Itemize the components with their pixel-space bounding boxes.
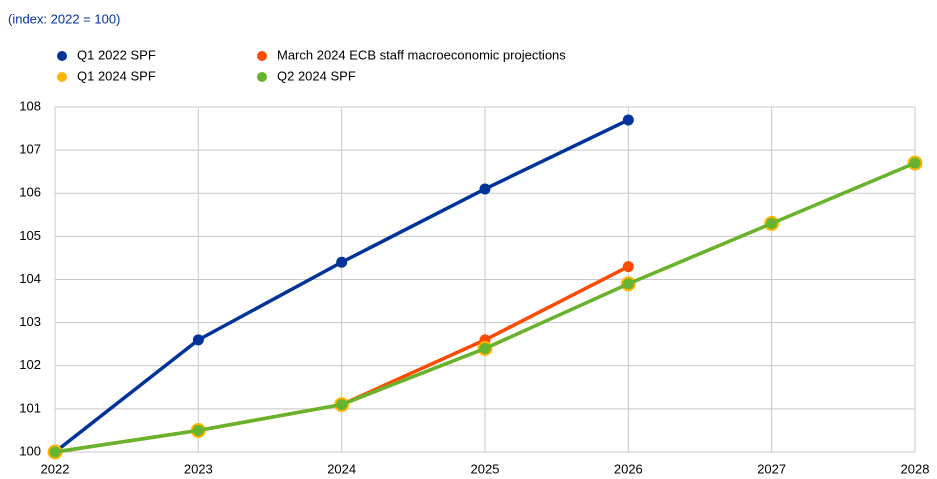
- y-tick-label: 107: [19, 142, 41, 157]
- legend-marker: [57, 51, 67, 61]
- data-point: [622, 261, 634, 273]
- legend-marker: [57, 72, 67, 82]
- data-point: [192, 424, 204, 436]
- data-point: [479, 343, 491, 354]
- data-point: [49, 446, 61, 458]
- x-tick-label: 2026: [614, 461, 643, 476]
- data-point: [622, 114, 634, 126]
- y-tick-label: 101: [19, 400, 41, 415]
- y-tick-label: 105: [19, 228, 41, 243]
- chart-subtitle: (index: 2022 = 100): [8, 11, 120, 26]
- x-tick-label: 2024: [327, 461, 356, 476]
- x-tick-label: 2023: [184, 461, 213, 476]
- legend-marker: [257, 51, 267, 61]
- data-point: [909, 157, 921, 169]
- x-tick-label: 2022: [41, 461, 70, 476]
- legend-label: Q1 2022 SPF: [77, 47, 156, 62]
- y-tick-label: 100: [19, 443, 41, 458]
- legend-label: Q1 2024 SPF: [77, 68, 156, 83]
- data-point: [622, 278, 634, 290]
- legend-label: March 2024 ECB staff macroeconomic proje…: [277, 47, 566, 62]
- y-tick-label: 108: [19, 98, 41, 113]
- x-tick-label: 2027: [757, 461, 786, 476]
- y-tick-label: 102: [19, 357, 41, 372]
- legend-label: Q2 2024 SPF: [277, 68, 356, 83]
- x-tick-label: 2028: [901, 461, 930, 476]
- x-tick-label: 2025: [471, 461, 500, 476]
- legend-marker: [257, 72, 267, 82]
- y-tick-label: 103: [19, 314, 41, 329]
- data-point: [766, 217, 778, 229]
- data-point: [336, 399, 348, 411]
- y-tick-label: 104: [19, 271, 41, 286]
- data-point: [479, 183, 491, 195]
- y-tick-label: 106: [19, 185, 41, 200]
- data-point: [336, 256, 348, 268]
- data-point: [192, 334, 204, 346]
